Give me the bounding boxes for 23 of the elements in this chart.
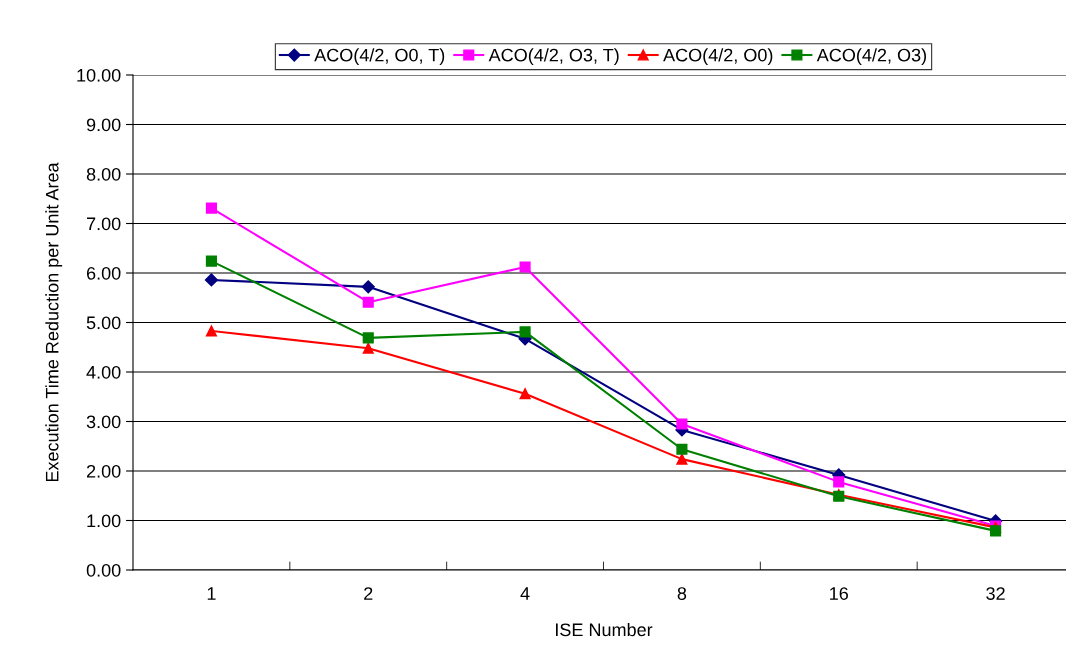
legend-label: ACO(4/2, O3) — [816, 48, 927, 66]
y-tick-label: 5.00 — [86, 316, 121, 330]
y-tick-label: 10.00 — [77, 68, 121, 82]
legend-label: ACO(4/2, O3, T) — [488, 48, 619, 66]
y-tick-label: 4.00 — [86, 365, 121, 379]
x-tick-label: 16 — [830, 587, 848, 600]
x-tick-label: 1 — [207, 587, 216, 600]
legend-label: ACO(4/2, O0) — [663, 48, 773, 66]
y-tick-label: 0.00 — [86, 563, 121, 577]
y-tick-label: 9.00 — [86, 118, 121, 132]
y-tick-label: 7.00 — [86, 217, 121, 231]
y-tick-label: 3.00 — [86, 415, 121, 429]
y-tick-label: 1.00 — [87, 514, 121, 528]
x-tick-label: 32 — [986, 587, 1005, 600]
x-axis-title: ISE Number — [556, 622, 653, 637]
y-tick-label: 8.00 — [86, 167, 121, 181]
legend-label: ACO(4/2, O0, T) — [314, 48, 445, 66]
y-tick-label: 2.00 — [86, 464, 121, 478]
x-tick-label: 8 — [677, 587, 687, 600]
x-tick-label: 2 — [364, 587, 373, 600]
y-tick-label: 6.00 — [86, 266, 121, 280]
y-axis-title: Execution Time Reduction per Unit Area — [45, 162, 63, 482]
x-tick-label: 4 — [520, 587, 530, 600]
